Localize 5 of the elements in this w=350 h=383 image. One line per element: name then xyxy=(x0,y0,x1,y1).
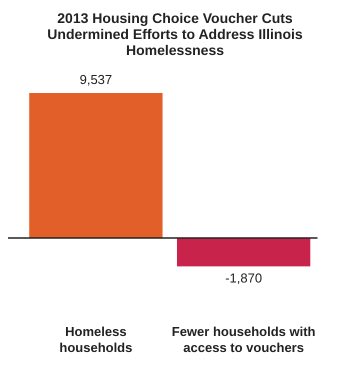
x-tick-label: Fewer households with access to vouchers xyxy=(172,324,316,355)
data-label: -1,870 xyxy=(225,270,262,286)
x-tick-label: Homeless households xyxy=(59,324,132,355)
data-label: 9,537 xyxy=(80,72,112,88)
chart-title: 2013 Housing Choice Voucher Cuts Undermined Efforts to Address Illinois Homelessness xyxy=(46,9,304,58)
